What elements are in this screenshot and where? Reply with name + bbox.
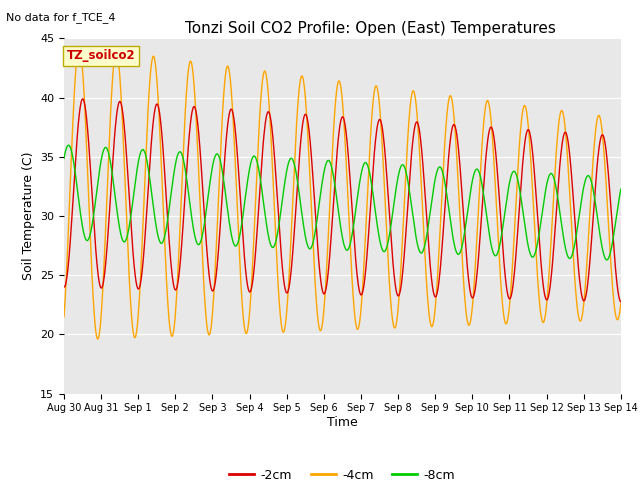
X-axis label: Time: Time [327, 416, 358, 429]
Y-axis label: Soil Temperature (C): Soil Temperature (C) [22, 152, 35, 280]
Text: TZ_soilco2: TZ_soilco2 [67, 49, 136, 62]
Legend: -2cm, -4cm, -8cm: -2cm, -4cm, -8cm [225, 464, 460, 480]
Text: No data for f_TCE_4: No data for f_TCE_4 [6, 12, 116, 23]
Title: Tonzi Soil CO2 Profile: Open (East) Temperatures: Tonzi Soil CO2 Profile: Open (East) Temp… [185, 21, 556, 36]
